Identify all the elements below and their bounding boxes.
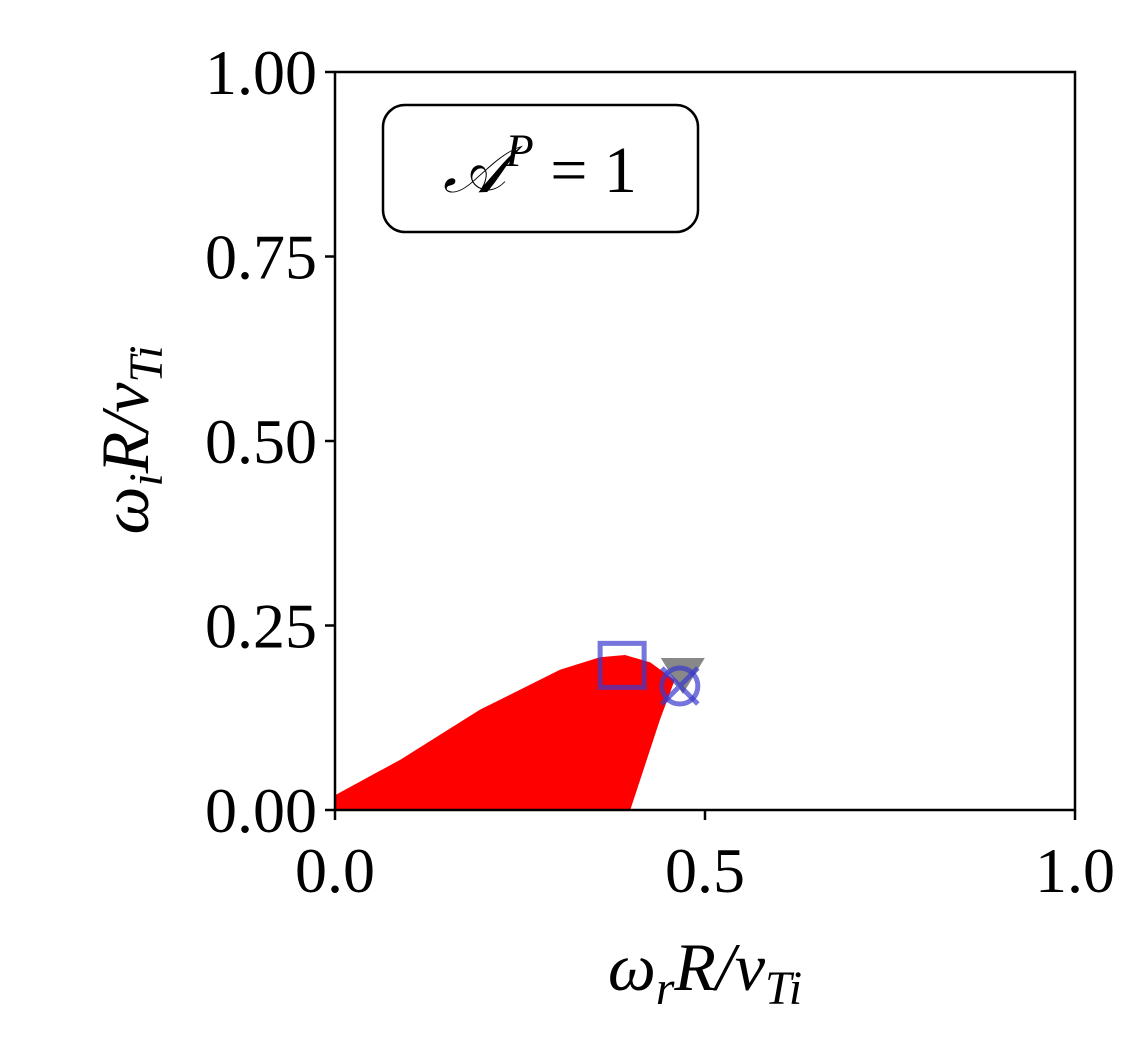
marker-triangle [660,657,705,694]
y-axis-label-part: R/v [87,382,163,474]
area [335,655,675,810]
annotation-box [381,103,700,234]
y-axis-label-part: i [121,473,173,486]
y-tick-label: 0.25 [205,591,317,662]
y-tick-label: 0.50 [205,406,317,477]
y-axis-label: ωiR/vTi [87,346,173,535]
marker-x [660,666,700,706]
x-axis-label: ωrR/vTi [608,929,802,1015]
x-tick-label: 0.0 [295,835,375,906]
annotation: 𝒜P = 1 [443,125,637,207]
y-tick-label: 0.00 [205,775,317,846]
x-tick-label: 0.5 [665,835,745,906]
x-tick-label: 1.0 [1035,835,1115,906]
y-tick-label: 0.75 [205,222,317,293]
x-axis-label-part: r [656,963,675,1015]
annotation-part: = 1 [534,134,637,207]
x-axis-label-part: ω [608,929,656,1005]
x-axis-label-part: Ti [765,963,802,1015]
y-axis-label-part: Ti [121,346,173,383]
annotation-part: P [504,125,533,176]
marker-square [597,640,647,690]
y-axis-label-part: ω [87,486,163,534]
x-axis-label-part: R/v [673,929,765,1005]
y-tick-label: 1.00 [205,37,317,108]
marker-circle [659,665,701,707]
